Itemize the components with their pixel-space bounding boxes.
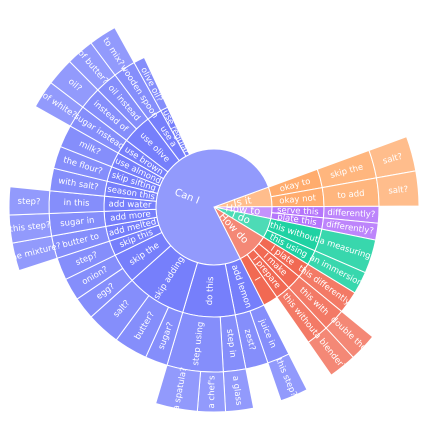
segment-label-how-to: How to: [225, 203, 261, 217]
segment-label-can-i-do-this: do this: [205, 276, 216, 306]
sunburst-rings: [8, 26, 420, 413]
segment-label-can-i-add-more: add more: [110, 209, 152, 223]
segment-label-how-do-i: I: [252, 276, 262, 283]
segment-label-can-i-add-water-in-this: in this: [63, 198, 90, 209]
segment-label-how-to-serve-this-differently: differently?: [327, 208, 375, 220]
segment-label-can-i-do-this-step-using-a-chef-s: a chef's: [207, 375, 217, 409]
segment-label-can-i-add-water-in-this-step: step?: [17, 197, 40, 208]
segment-label-is-it-okay-not: okay not: [279, 193, 317, 206]
segment-label-is-it-okay-to-skip-the-salt: salt?: [382, 152, 404, 167]
segment-label-how-to-serve-this: serve this: [277, 205, 320, 217]
segment-label-is-it: Is it: [233, 195, 253, 209]
segment-label-can-i-do-this-step-in: step in: [224, 329, 238, 359]
segment-label-is-it-okay-not-to-add-salt: salt?: [388, 185, 409, 197]
segment-label-can-i-add-more-sugar-in: sugar in: [60, 216, 95, 230]
sunburst-segment-how-do-i-prepare-this-without-a-blender[interactable]: [307, 327, 354, 376]
segment-label-can-i-add-more-sugar-in-this-step: this step?: [9, 220, 51, 234]
segment-label-can-i-do-this-step-in-a-glass: a glass: [230, 375, 244, 406]
segment-label-is-it-okay-not-to-add: to add: [337, 189, 365, 201]
segment-label-can-i-add-water: add water: [108, 199, 152, 210]
sunburst-segment-can-i-use-regular-olive-oil[interactable]: [133, 56, 169, 112]
